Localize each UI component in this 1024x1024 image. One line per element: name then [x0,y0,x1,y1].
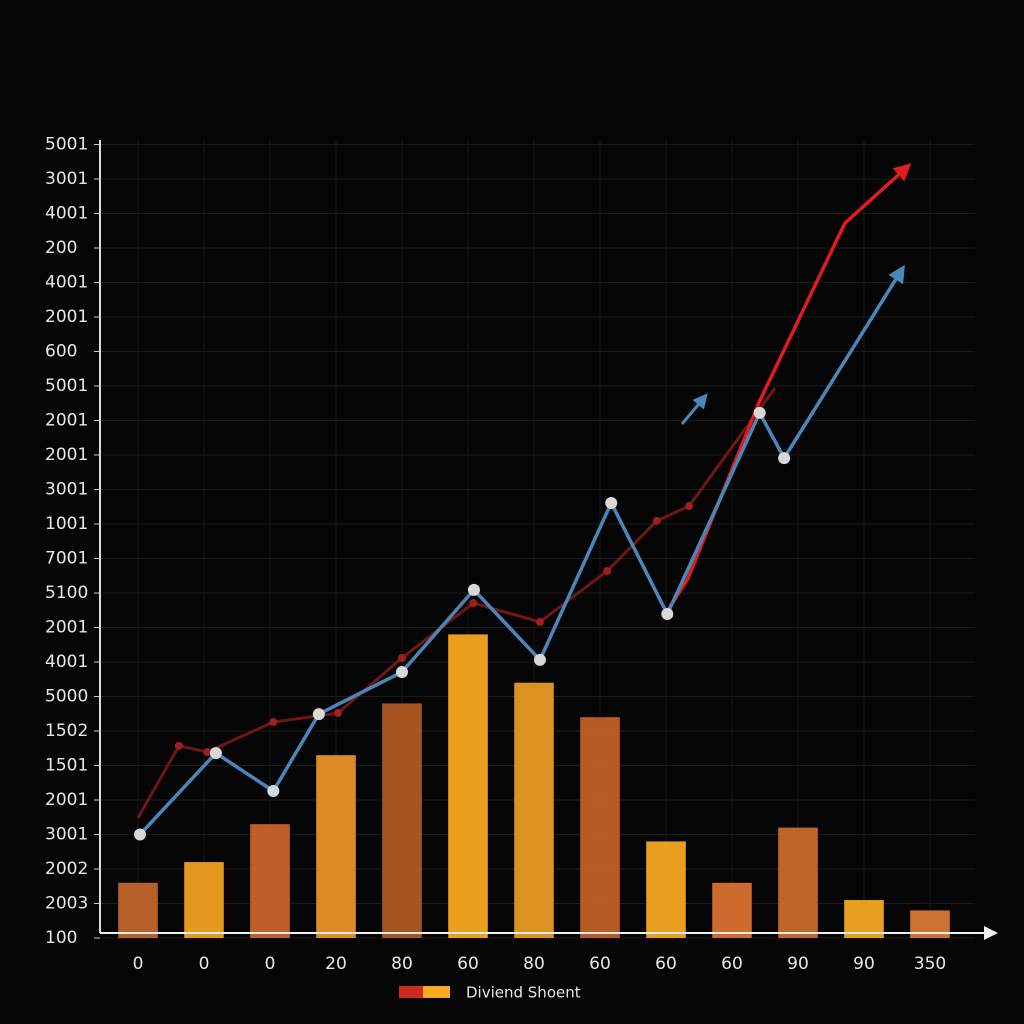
annotation-arrow [680,393,708,425]
x-axis-arrow [984,926,998,940]
y-tick-label: 3001 [45,825,88,845]
point [753,406,766,419]
bar [250,824,290,938]
point [203,748,212,757]
y-tick-label: 1501 [45,756,88,776]
y-tick-label: 1001 [45,514,88,534]
bar [646,841,686,938]
x-tick-label: 90 [853,954,875,974]
x-tick-label: 80 [523,954,545,974]
bar [184,862,224,938]
y-tick-label: 2001 [45,411,88,431]
point [535,617,544,626]
x-tick-label: 60 [655,954,677,974]
x-tick-label: 0 [199,954,210,974]
point [685,502,694,511]
bar [382,703,422,938]
point [312,708,325,721]
x-tick-label: 60 [721,954,743,974]
point [209,747,222,760]
y-tick-label: 3001 [45,169,88,189]
x-tick-label: 0 [265,954,276,974]
y-tick-label: 2001 [45,307,88,327]
point [396,666,408,679]
point [467,583,480,596]
y-tick-label: 5001 [45,376,88,396]
y-tick-label: 4001 [45,204,88,224]
x-tick-label: 60 [457,954,479,974]
y-tick-label: 4001 [45,652,88,672]
y-tick-label: 100 [45,928,77,948]
y-tick-label: 200 [45,238,77,258]
bar [580,717,620,938]
point [174,741,183,750]
y-tick-label: 2001 [45,445,88,465]
bar [778,827,818,938]
line [138,264,905,836]
bars [118,634,950,938]
y-tick-label: 600 [45,342,77,362]
x-tick-label: 0 [133,954,144,974]
y-tick-label: 4001 [45,273,88,293]
point [661,608,674,621]
point [398,653,406,662]
line [665,163,912,612]
y-tick-label: 7001 [45,549,88,569]
bar [712,882,752,938]
legend-swatch [399,986,423,998]
point [469,599,478,608]
point [269,718,278,727]
legend-label: Diviend Shoent [466,984,581,1002]
x-tick-label: 60 [589,954,611,974]
y-tick-label: 3001 [45,480,88,500]
y-tick-label: 5001 [45,135,88,155]
point [333,709,342,718]
y-tick-label: 5100 [45,583,88,603]
legend-swatch [423,986,450,998]
bar [514,682,554,938]
ticks: 100 2003 2002 3001 2001 1501 1502 5000 4001 2001 5… [45,135,946,975]
point [778,452,791,465]
point [652,516,661,525]
point [533,653,546,666]
y-tick-label: 2003 [45,894,88,914]
y-tick-label: 1502 [45,721,88,741]
point [267,785,280,798]
bar [118,882,158,938]
y-tick-label: 2001 [45,618,88,638]
y-tick-label: 2001 [45,790,88,810]
x-tick-label: 20 [325,954,347,974]
x-tick-label: 350 [914,954,946,974]
bar [448,634,488,938]
y-tick-label: 2002 [45,859,88,879]
point [603,566,612,575]
y-tick-label: 5000 [45,687,88,707]
bar [316,755,356,938]
bar [844,900,884,938]
point [133,828,146,841]
point [605,496,618,509]
x-tick-label: 90 [787,954,809,974]
x-tick-label: 80 [391,954,413,974]
lines [133,163,912,841]
